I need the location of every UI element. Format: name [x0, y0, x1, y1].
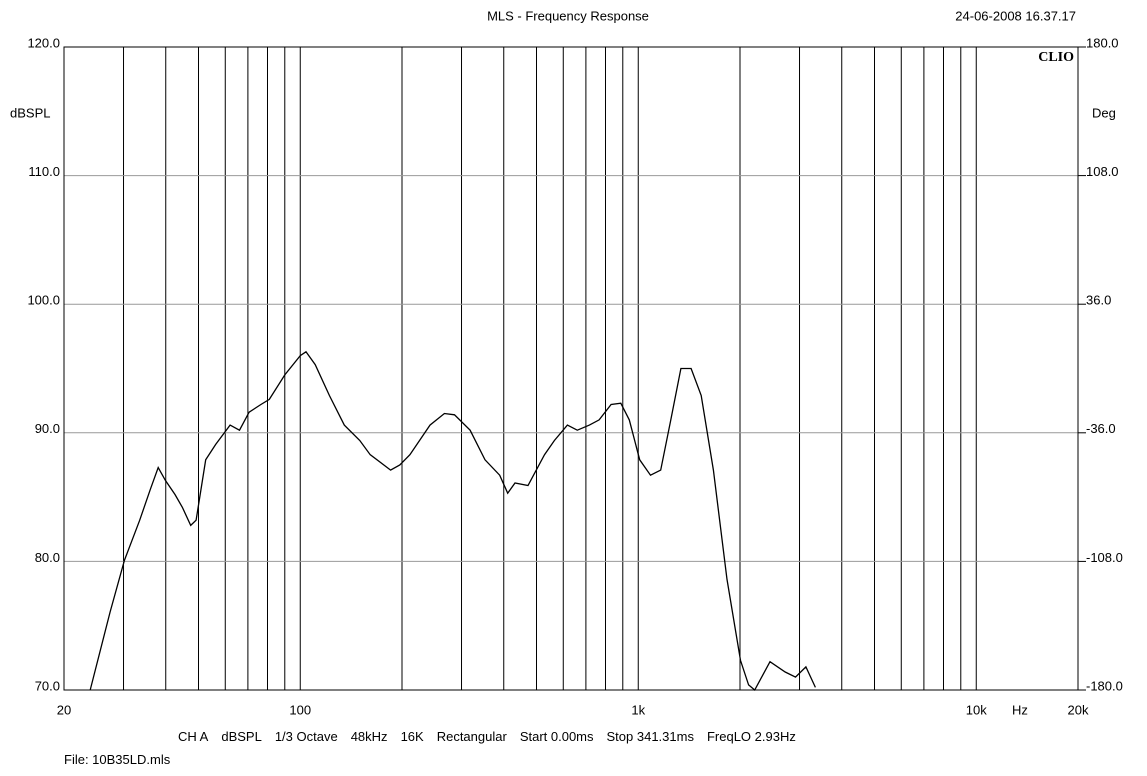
- setting: Rectangular: [436, 729, 507, 744]
- setting: FreqLO 2.93Hz: [706, 729, 796, 744]
- y2-tick-label: -180.0: [1086, 678, 1123, 693]
- x-tick-label: 20: [57, 702, 71, 717]
- y2-tick-label: 108.0: [1086, 164, 1119, 179]
- timestamp: 24-06-2008 16.37.17: [955, 8, 1076, 23]
- plot-frame: [63, 46, 1079, 691]
- setting: dBSPL: [221, 729, 262, 744]
- setting: 1/3 Octave: [274, 729, 338, 744]
- response-curve: [89, 350, 816, 692]
- chart-title: MLS - Frequency Response: [487, 8, 649, 23]
- file-name: File: 10B35LD.mls: [64, 752, 171, 767]
- y-tick-label: 90.0: [35, 421, 60, 436]
- y-tick-label: 110.0: [28, 164, 60, 179]
- y2-axis-label: Deg: [1092, 105, 1116, 120]
- y2-tick-label: -36.0: [1086, 421, 1116, 436]
- y-tick-label: 80.0: [35, 550, 60, 565]
- setting: Start 0.00ms: [519, 729, 594, 744]
- y-tick-label: 70.0: [35, 678, 60, 693]
- setting: Stop 341.31ms: [606, 729, 694, 744]
- chart: MLS - Frequency Response 24-06-2008 16.3…: [10, 8, 1123, 717]
- setting: CH A: [178, 729, 209, 744]
- y2-tick-label: 36.0: [1086, 293, 1111, 308]
- y-tick-label: 100.0: [27, 293, 60, 308]
- x-unit: Hz: [1012, 702, 1028, 717]
- settings-bar: CH A dBSPL 1/3 Octave 48kHz 16K Rectangular St…: [178, 729, 796, 744]
- x-tick-label: 20k: [1068, 702, 1089, 717]
- x-tick-label: 1k: [631, 702, 645, 717]
- setting: 48kHz: [350, 729, 388, 744]
- brand-logo: CLIO: [1038, 50, 1074, 65]
- y2-tick-label: -108.0: [1086, 550, 1123, 565]
- x-tick-label: 10k: [966, 702, 987, 717]
- setting: 16K: [400, 729, 424, 744]
- y-axis-label: dBSPL: [10, 105, 50, 120]
- y2-tick-label: 180.0: [1086, 35, 1119, 50]
- x-tick-label: 100: [289, 702, 311, 717]
- y-tick-label: 120.0: [27, 35, 60, 50]
